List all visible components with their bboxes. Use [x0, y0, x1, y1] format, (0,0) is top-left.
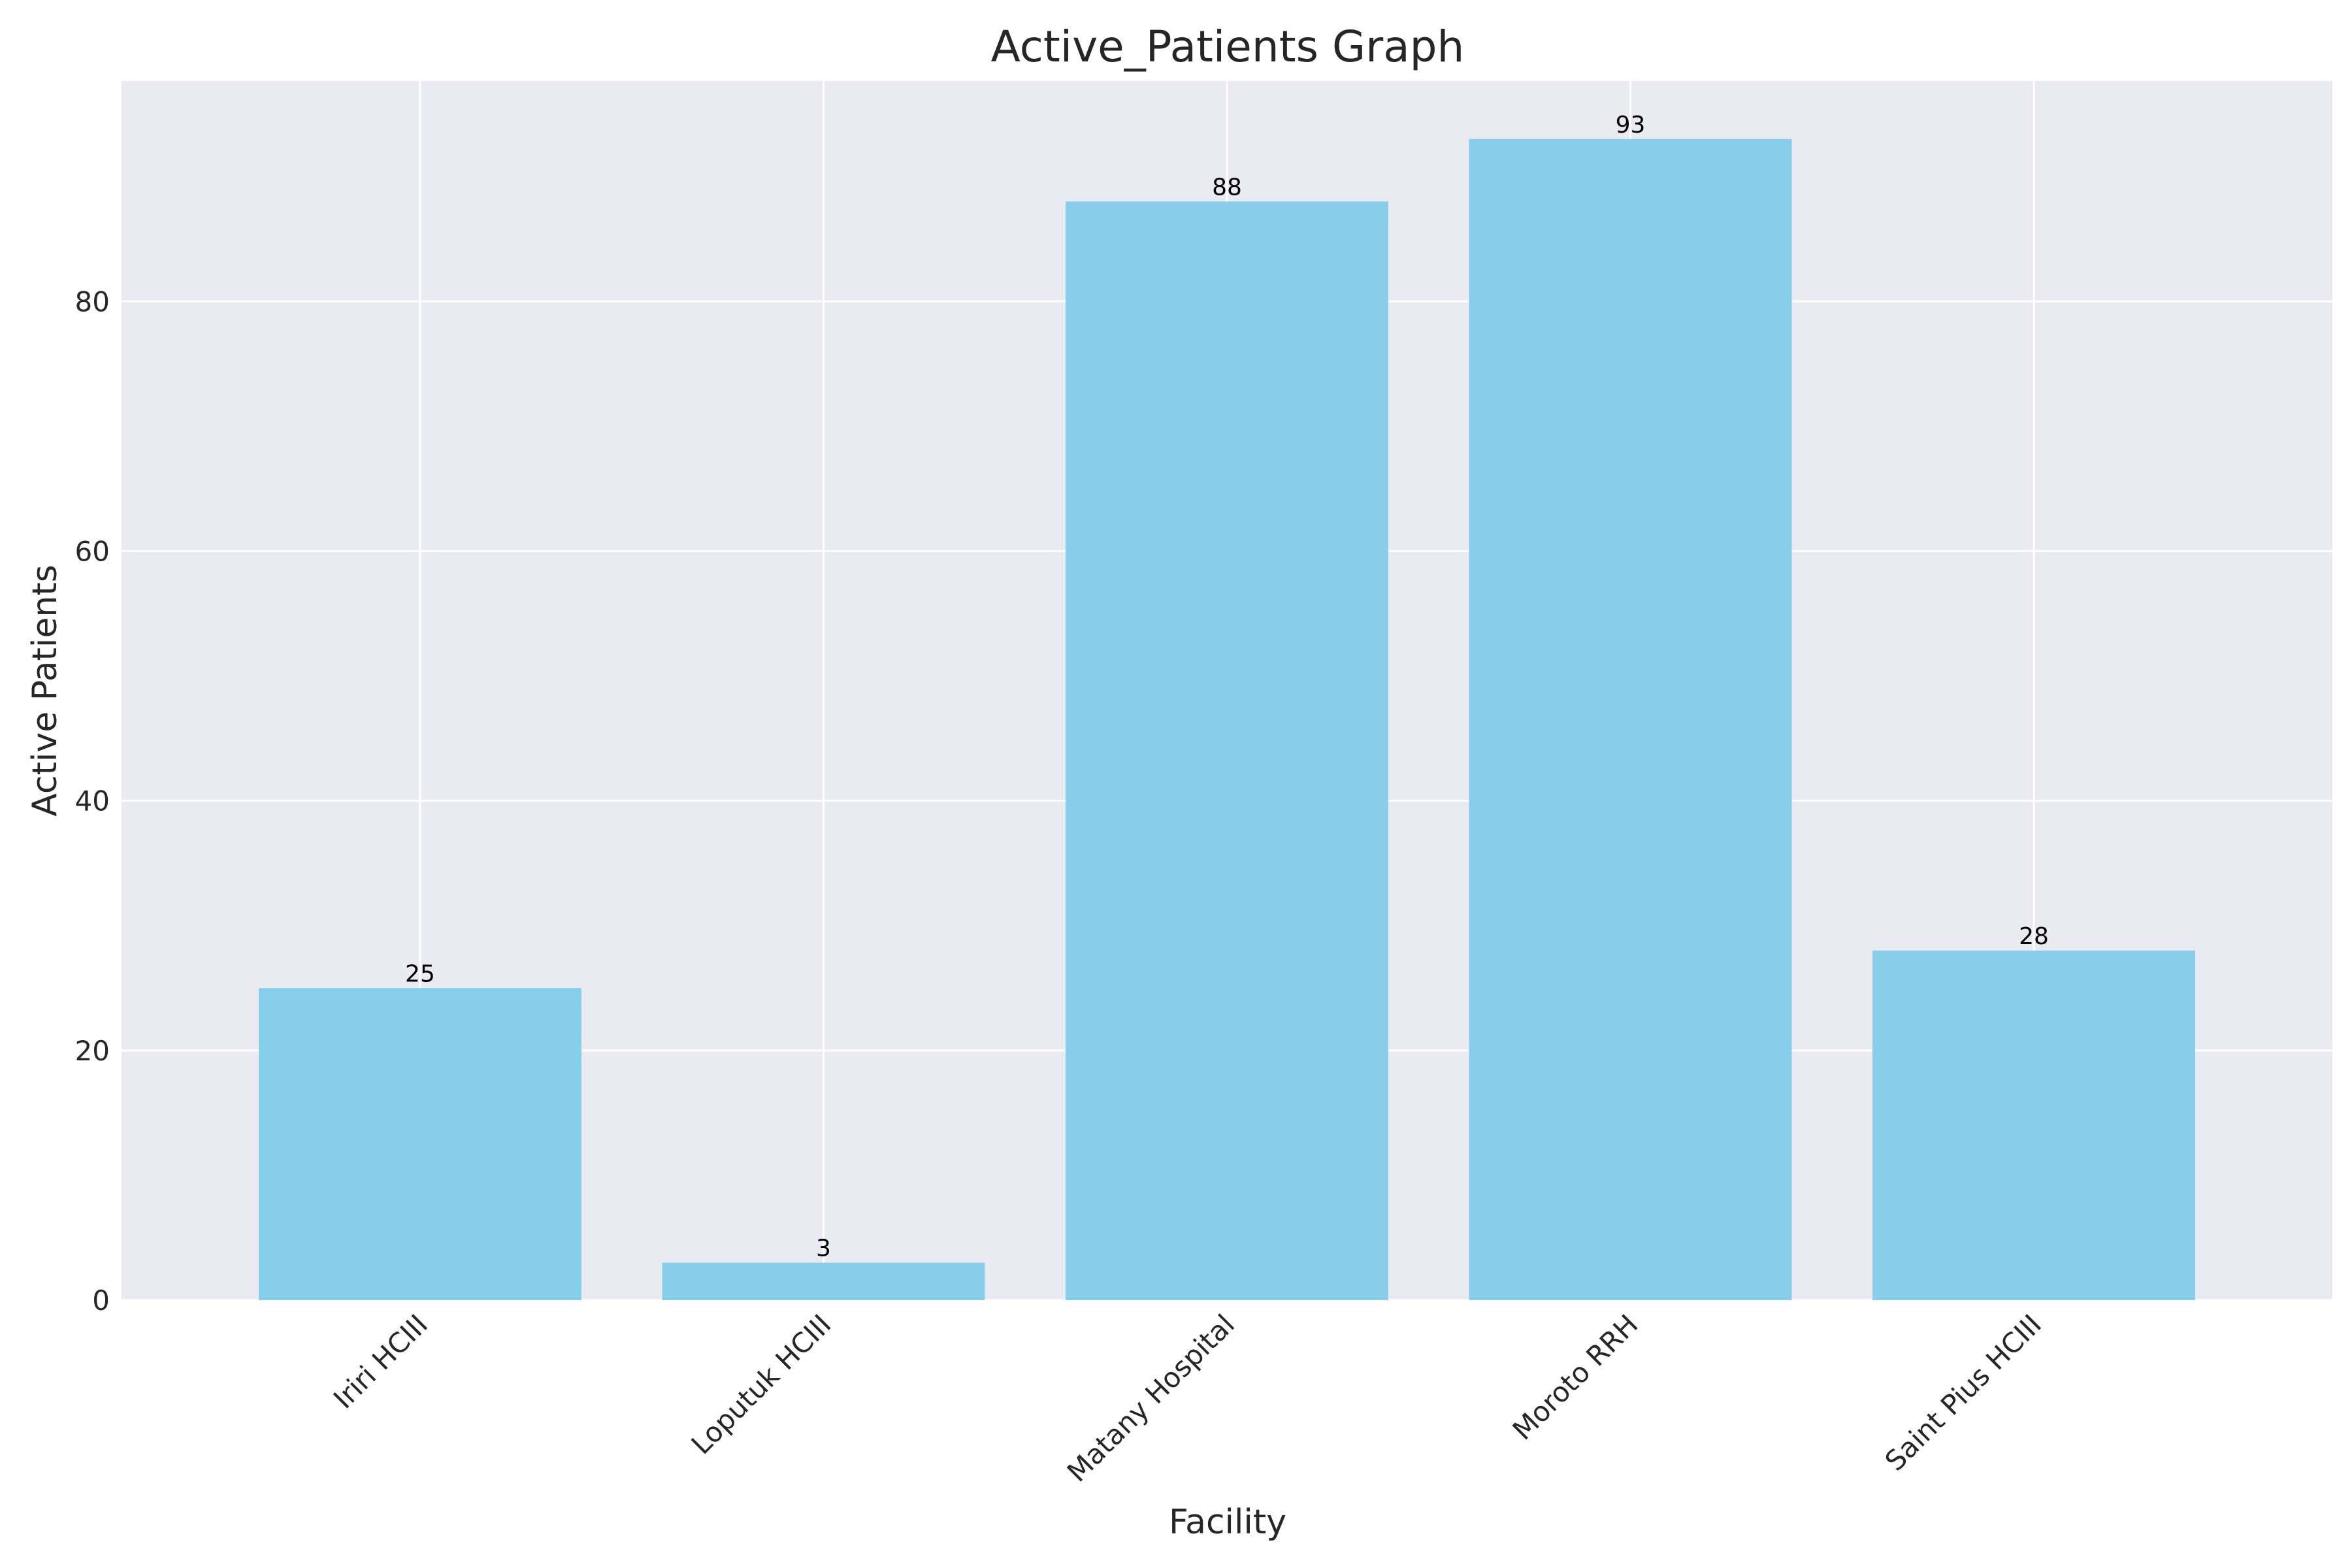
x-tick-label: Matany Hospital [1061, 1308, 1241, 1488]
bar-value-label: 3 [816, 1235, 831, 1262]
bar[interactable] [1469, 139, 1792, 1300]
y-axis-label: Active Patients [25, 564, 65, 817]
y-tick-label: 80 [75, 286, 110, 318]
x-axis-label: Facility [1169, 1503, 1286, 1542]
bars [258, 139, 2196, 1300]
x-tick-label: Saint Pius HCIII [1879, 1308, 2048, 1477]
bar-value-label: 93 [1616, 112, 1646, 139]
y-tick-label: 0 [92, 1284, 110, 1316]
bar[interactable] [258, 988, 581, 1300]
y-tick-label: 60 [75, 535, 110, 567]
x-axis-ticks: Iriri HCIII Loputuk HCIII Matany Hospital M… [327, 1308, 2048, 1488]
x-tick-label: Loputuk HCIII [685, 1308, 838, 1460]
bar-value-label: 25 [405, 960, 435, 987]
bar[interactable] [1065, 201, 1389, 1300]
bar[interactable] [662, 1262, 985, 1300]
data-labels: 25 3 88 93 28 [405, 112, 2049, 1262]
x-tick-label: Moroto RRH [1507, 1308, 1644, 1446]
x-tick-label: Iriri HCIII [327, 1308, 434, 1414]
bar-value-label: 88 [1212, 174, 1242, 201]
y-tick-label: 40 [75, 785, 110, 817]
y-axis-ticks: 0 20 40 60 80 [75, 286, 110, 1316]
y-tick-label: 20 [75, 1035, 110, 1067]
bar-value-label: 28 [2019, 923, 2049, 950]
bar[interactable] [1872, 950, 2196, 1300]
chart-title: Active_Patients Graph [991, 22, 1465, 72]
